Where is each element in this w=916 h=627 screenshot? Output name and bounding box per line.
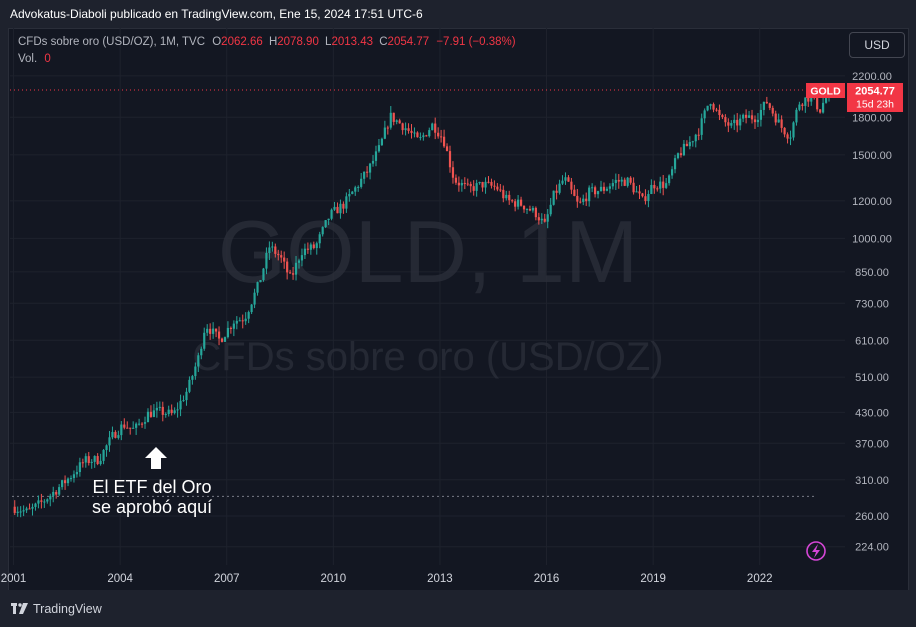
legend-volume-row: Vol. 0 — [18, 51, 516, 68]
tradingview-logo-icon — [11, 603, 28, 614]
legend-close-value: 2054.77 — [387, 36, 430, 48]
legend-high-label: H — [268, 36, 278, 48]
legend-open-label: O — [212, 36, 222, 48]
legend-open-value: 2062.66 — [221, 36, 263, 48]
tradingview-brand: TradingView — [33, 602, 102, 616]
chart-legend: CFDs sobre oro (USD/OZ), 1M, TVC O2062.6… — [18, 34, 516, 68]
legend-symbol: CFDs sobre oro (USD/OZ), 1M, TVC — [18, 36, 206, 48]
legend-volume-label: Vol. — [18, 53, 38, 65]
legend-volume-value: 0 — [44, 53, 51, 65]
tradingview-logo[interactable]: TradingView — [11, 601, 102, 617]
legend-ohlc-row: CFDs sobre oro (USD/OZ), 1M, TVC O2062.6… — [18, 34, 516, 51]
legend-change: −7.91 (−0.38%) — [436, 36, 516, 48]
footer-bar — [0, 590, 916, 627]
legend-high-value: 2078.90 — [277, 36, 319, 48]
etf-annotation: El ETF del Oro se aprobó aquí — [92, 477, 212, 517]
publisher-bar: Advokatus-Diaboli publicado en TradingVi… — [0, 0, 916, 28]
annotation-line-1: El ETF del Oro — [92, 477, 212, 497]
publisher-line: Advokatus-Diaboli publicado en TradingVi… — [10, 7, 423, 21]
legend-low-label: L — [325, 36, 332, 48]
annotation-line-2: se aprobó aquí — [92, 497, 213, 517]
legend-low-value: 2013.43 — [331, 36, 374, 48]
legend-close-label: C — [379, 36, 388, 48]
currency-button[interactable]: USD — [849, 32, 905, 58]
